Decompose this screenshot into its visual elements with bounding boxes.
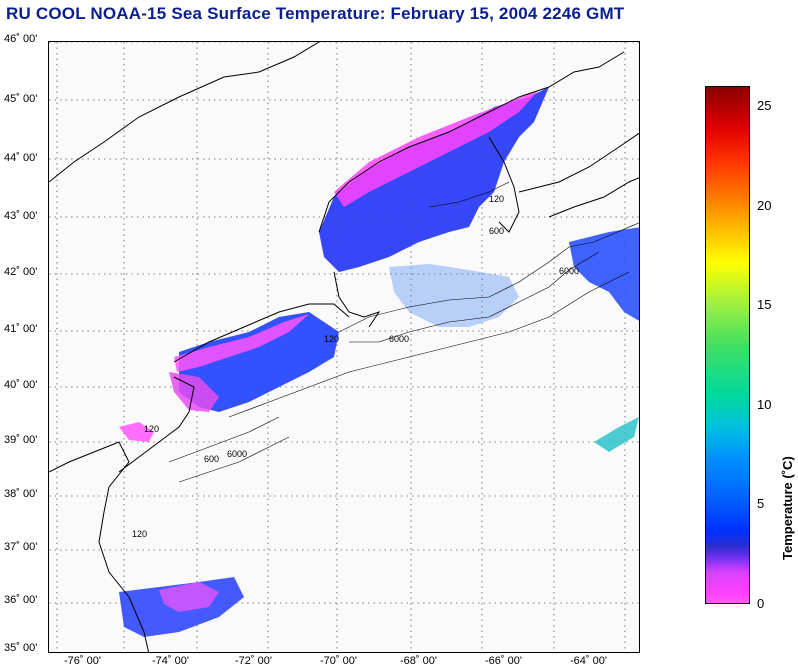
latitude-label: 36˚ 00' xyxy=(4,594,38,606)
map-svg: 600 6000 6000 600 6000 120 120 120 120 xyxy=(49,42,639,652)
contour-label: 120 xyxy=(132,529,147,539)
coastline xyxy=(49,42,639,652)
map-title: RU COOL NOAA-15 Sea Surface Temperature:… xyxy=(6,4,625,23)
colorbar-tick-label: 0 xyxy=(757,596,765,611)
contour-label: 120 xyxy=(489,194,504,204)
georges-bank-sst xyxy=(389,264,519,327)
contour-label: 600 xyxy=(204,454,219,464)
latitude-label: 35˚ 00' xyxy=(4,642,38,654)
latitude-label: 46˚ 00' xyxy=(4,33,38,45)
lat-lon-grid xyxy=(49,42,639,652)
latitude-label: 37˚ 00' xyxy=(4,541,38,553)
colorbar-tick-label: 5 xyxy=(757,496,765,512)
longitude-label: -68˚ 00' xyxy=(400,655,437,667)
bathymetry-labels: 600 6000 6000 600 6000 120 120 120 120 xyxy=(132,194,579,539)
contour-label: 6000 xyxy=(389,334,409,344)
longitude-label: -72˚ 00' xyxy=(235,655,272,667)
contour-label: 120 xyxy=(144,424,159,434)
nj-shelf-cold xyxy=(169,372,219,412)
latitude-label: 41˚ 00' xyxy=(4,323,38,335)
colorbar-tick-label: 15 xyxy=(757,297,772,313)
latitude-label: 45˚ 00' xyxy=(4,93,38,105)
colorbar-tick-label: 25 xyxy=(757,97,772,113)
longitude-label: -64˚ 00' xyxy=(570,655,607,667)
delaware-cold xyxy=(119,422,154,442)
gulf-of-maine-sst xyxy=(319,87,549,272)
longitude-label: -76˚ 00' xyxy=(64,655,101,667)
hatteras-cold xyxy=(159,582,219,612)
latitude-label: 40˚ 00' xyxy=(4,379,38,391)
scotian-sst xyxy=(569,227,639,321)
longitude-label: -70˚ 00' xyxy=(320,655,357,667)
maine-coastal-cold xyxy=(334,90,539,207)
colorbar-label: Temperature (˚C) xyxy=(780,456,795,560)
ne-shelf-sst xyxy=(179,312,339,412)
colorbar-tick-label: 20 xyxy=(757,197,772,213)
offshore-warm xyxy=(594,417,639,452)
colorbar-label-wrap: Temperature (˚C) xyxy=(780,430,798,580)
contour-label: 120 xyxy=(324,334,339,344)
sst-patches xyxy=(119,87,639,637)
latitude-label: 42˚ 00' xyxy=(4,266,38,278)
colorbar-tick-label: 10 xyxy=(757,396,772,412)
temperature-colorbar xyxy=(705,86,750,604)
latitude-label: 44˚ 00' xyxy=(4,152,38,164)
latitude-label: 38˚ 00' xyxy=(4,488,38,500)
longitude-label: -66˚ 00' xyxy=(485,655,522,667)
li-sound-cold xyxy=(174,314,309,372)
bathymetry xyxy=(168,181,639,483)
contour-label: 6000 xyxy=(559,266,579,276)
latitude-label: 43˚ 00' xyxy=(4,210,38,222)
sst-map: 600 6000 6000 600 6000 120 120 120 120 xyxy=(48,41,640,653)
contour-label: 600 xyxy=(489,226,504,236)
latitude-label: 39˚ 00' xyxy=(4,434,38,446)
contour-label: 6000 xyxy=(227,449,247,459)
longitude-label: -74˚ 00' xyxy=(152,655,189,667)
